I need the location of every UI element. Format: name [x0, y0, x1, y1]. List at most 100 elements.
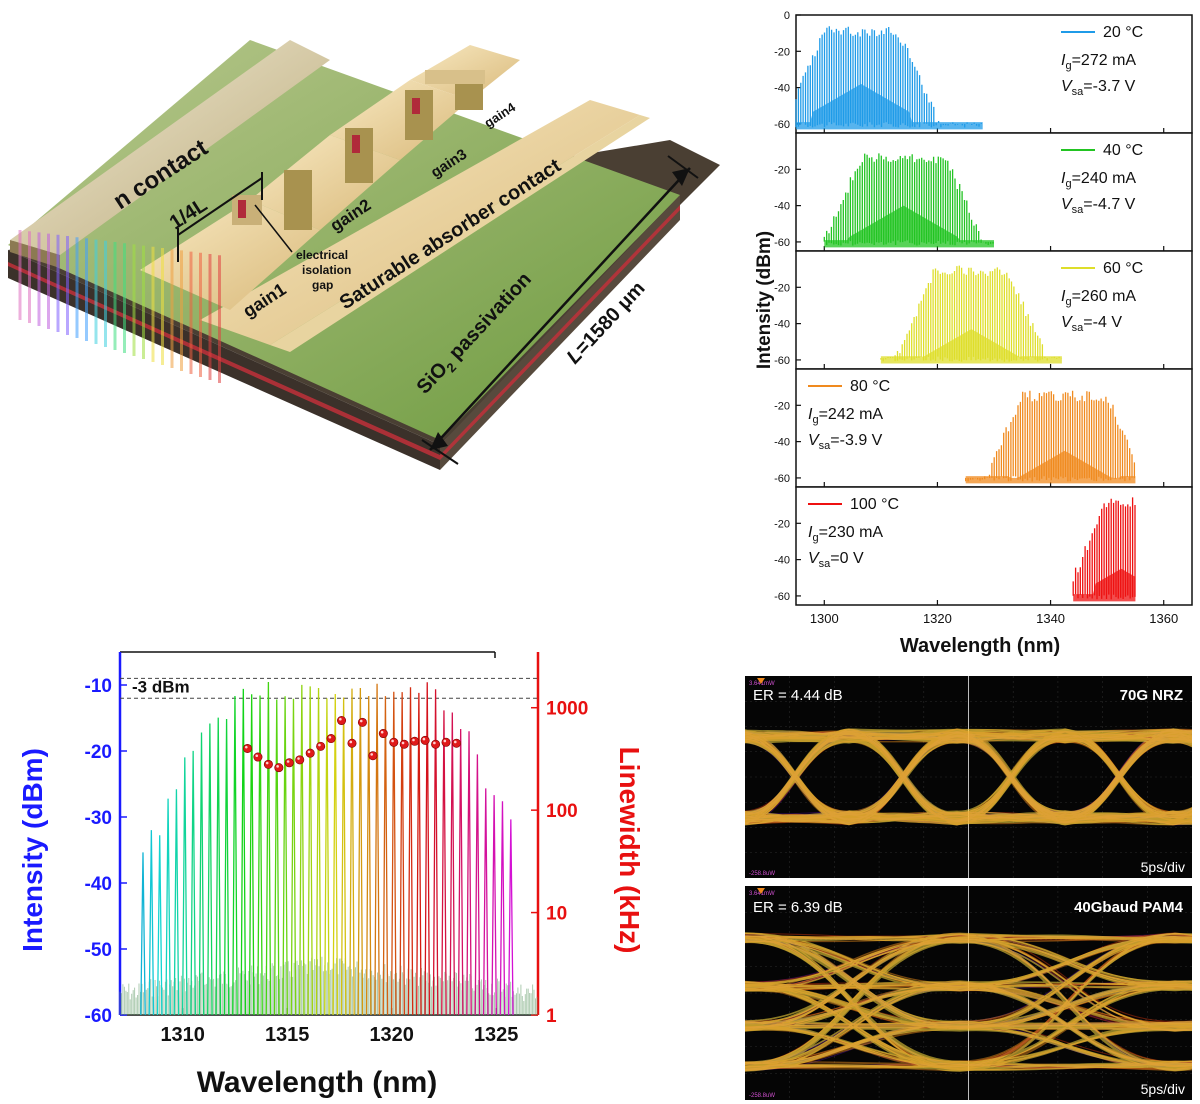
linewidth-point-highlight [443, 739, 447, 743]
length-arrow-head-bottom [430, 432, 448, 450]
gain1-pad [140, 200, 320, 310]
temp-legend-label: 20 °C [1103, 24, 1143, 41]
temp-ytick-label: -40 [774, 83, 790, 95]
linewidth-point [253, 752, 263, 762]
linewidth-point [410, 736, 420, 746]
comb-xtick-label: 1315 [265, 1024, 310, 1046]
eye-nrz-scale: 5ps/div [1141, 859, 1185, 875]
temp-ytick-label: -60 [774, 355, 790, 367]
eye-nrz-top-readout: 3.641mW [749, 681, 775, 687]
temp-ig-label: Ig=272 mA [1061, 52, 1136, 72]
comb-line [248, 694, 255, 1016]
temp-xtick-label: 1340 [1036, 611, 1065, 626]
linewidth-point-highlight [433, 741, 436, 745]
eye-diagram-nrz: ER = 4.44 dB 70G NRZ 5ps/div 3.641mW -25… [745, 676, 1192, 878]
comb-line [424, 682, 431, 1016]
comb-ytick-right-label: 10 [546, 904, 567, 925]
temp-vsa-label: Vsa=-4.7 V [1061, 196, 1136, 216]
eye-pam4-trigger-marker [757, 888, 765, 894]
linewidth-point-highlight [339, 717, 342, 721]
comb-line [357, 687, 364, 1016]
comb-line [374, 683, 380, 1016]
comb-ytick-left-label: -50 [85, 940, 112, 961]
eye-trace-bundle [745, 728, 1192, 826]
isolation-label-2: isolation [302, 263, 351, 277]
temp-ytick-label: -60 [774, 591, 790, 603]
temperature-spectra-chart: Intensity (dBm) Wavelength (nm) 0 -20 -40 -… [754, 10, 1193, 657]
temp-ytick-label: -20 [774, 282, 790, 294]
linewidth-point-highlight [255, 754, 259, 758]
comb-line [215, 717, 222, 1016]
comb-line [223, 718, 230, 1016]
linewidth-point [368, 751, 378, 761]
linewidth-point-highlight [276, 765, 279, 768]
linewidth-point [347, 738, 357, 748]
comb-line [290, 698, 297, 1016]
linewidth-point [441, 737, 451, 747]
comb-ylabel-left: Intensity (dBm) [17, 748, 48, 952]
comb-line [507, 819, 514, 1016]
temp-ytick-label: -60 [774, 473, 790, 485]
linewidth-point-highlight [286, 760, 290, 763]
temp-spectrum-envelope [880, 329, 1062, 364]
temp-vsa-label: Vsa=-3.9 V [808, 432, 883, 452]
linewidth-point-highlight [297, 757, 300, 760]
comb-line [273, 699, 280, 1016]
linewidth-point-highlight [349, 740, 353, 744]
linewidth-point [431, 739, 441, 749]
eye-pam4-traces [745, 932, 1192, 1072]
comb-line [148, 830, 155, 1016]
comb-line [315, 688, 322, 1016]
comb-ytick-left-label: -20 [85, 742, 112, 763]
temp-subplot-4: -20 -40 -60 100 °C Ig=230 mA Vsa=0 V 1300 1320 1… [774, 486, 1193, 626]
temp-ig-label: Ig=230 mA [808, 524, 883, 544]
n-contact-slab [10, 40, 330, 255]
sa-contact-pad [200, 100, 640, 345]
comb-line [198, 732, 205, 1016]
linewidth-point-highlight [412, 738, 415, 742]
temp-xtick-label: 1360 [1149, 611, 1178, 626]
comb-line [307, 686, 314, 1016]
temp-spectrum-envelope [1073, 568, 1136, 602]
linewidth-point-highlight [359, 719, 363, 723]
eye-diagram-pam4: ER = 6.39 dB 40Gbaud PAM4 5ps/div 3.641m… [745, 886, 1192, 1100]
linewidth-point-highlight [265, 761, 269, 765]
temp-legend-label: 60 °C [1103, 260, 1143, 277]
comb-xtick-label: 1325 [474, 1024, 519, 1046]
temperature-spectra-panel: Intensity (dBm) Wavelength (nm) 0 -20 -40 -… [740, 0, 1200, 660]
temp-ytick-label: -40 [774, 555, 790, 567]
temp-subplot-3: -20 -40 -60 80 °C Ig=242 mA Vsa=-3.9 V [774, 368, 1193, 488]
temp-vsa-label: Vsa=-4 V [1061, 314, 1122, 334]
linewidth-point [389, 737, 399, 747]
isolation-pointer [254, 204, 293, 253]
comb-line [365, 696, 372, 1016]
eye-pam4-scale: 5ps/div [1141, 1081, 1185, 1097]
temp-ytick-label: -20 [774, 164, 790, 176]
length-end-top [667, 155, 699, 179]
eye-nrz-trigger-marker [757, 678, 765, 684]
temp-ytick-label: -20 [774, 400, 790, 412]
comb-line [207, 723, 213, 1016]
comb-line [432, 689, 439, 1016]
comb-xtick-label: 1320 [369, 1024, 414, 1046]
linewidth-point [284, 758, 294, 768]
eye-pam4-top-readout: 3.641mW [749, 891, 775, 897]
comb-line [407, 687, 414, 1016]
temp-ig-label: Ig=242 mA [808, 406, 883, 426]
length-arrow-head-top [672, 168, 690, 186]
temp-spectrum-envelope [796, 84, 983, 130]
comb-ytick-right-label: 1000 [546, 699, 588, 720]
comb-line [257, 695, 263, 1016]
temp-ylabel: Intensity (dBm) [754, 231, 775, 369]
comb-line [416, 692, 422, 1016]
temp-ytick-label: 0 [784, 10, 790, 22]
temp-xtick-label: 1320 [923, 611, 952, 626]
comb-ytick-left-label: -40 [85, 874, 112, 895]
temp-ig-label: Ig=240 mA [1061, 170, 1136, 190]
linewidth-point [399, 739, 409, 749]
temp-vsa-label: Vsa=-3.7 V [1061, 78, 1136, 98]
comb-line [482, 788, 489, 1016]
comb-ylabel-right: Linewidth (kHz) [614, 747, 645, 954]
temp-xlabel: Wavelength (nm) [900, 635, 1060, 657]
comb-line [240, 688, 247, 1016]
